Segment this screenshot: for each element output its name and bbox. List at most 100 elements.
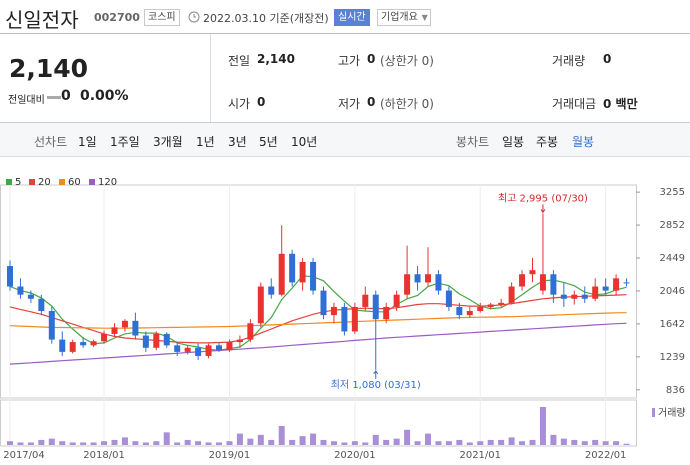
candle-body [17,286,24,295]
candle-body [445,290,452,307]
candle-body [414,274,421,283]
candle-body [330,306,337,316]
volume-bar [48,438,55,445]
candle-body [602,286,609,291]
volume-bar [90,442,97,445]
stock-code: 002700 [94,11,140,24]
volume-bar [581,441,588,445]
stat-label: 고가 [338,54,361,68]
stat-value: 0 [603,52,612,66]
period-tab[interactable]: 3개월 [153,135,183,149]
stat-label: 거래대금 [552,97,597,111]
period-tab[interactable]: 1주일 [110,135,140,149]
stat-label: 시가 [228,97,251,111]
x-tick-label: 2020/01 [334,450,376,461]
candle-tab[interactable]: 월봉 [572,135,595,149]
stat-value: 2,140 [257,52,295,66]
candle-body [550,274,557,295]
legend-label: 60 [68,177,81,188]
period-tab[interactable]: 3년 [228,135,247,149]
candle-body [121,320,128,328]
price: 2,140 [9,54,89,83]
volume-bar [560,438,567,445]
tab-bar [0,122,690,157]
volume-bar [132,441,139,445]
candle-body [404,274,411,295]
period-tab[interactable]: 10년 [291,135,318,149]
volume-bar [27,442,34,445]
volume-bar [602,441,609,445]
period-tab[interactable]: 1일 [78,135,97,149]
volume-bar [174,442,181,445]
candle-body [529,270,536,275]
volume-bar [257,434,264,445]
candle-body [320,290,327,316]
y-tick-label: 836 [666,385,685,396]
period-tab[interactable]: 1년 [196,135,215,149]
candle-body [581,294,588,299]
candle-body [623,282,630,284]
volume-bar [236,433,243,445]
moving-average-line [9,322,627,365]
arrow [540,204,546,214]
candle-body [477,306,484,312]
candle-body [101,333,108,342]
candle-body [59,339,66,352]
volume-bar [299,436,306,445]
candle-body [289,253,296,283]
candle-tab[interactable]: 일봉 [502,135,525,149]
candle-body [456,306,463,316]
realtime-button[interactable]: 실시간 [334,9,370,26]
flat-icon [47,96,61,99]
volume-bar [111,439,118,445]
moving-average-line [9,294,627,344]
candle-body [519,274,526,287]
y-tick-label: 2449 [660,253,685,264]
volume-bar [571,439,578,445]
chart: 836 1239 1642 2046 2449 2852 3255 2017/04 2018/0… [0,177,686,461]
moving-average-line [9,312,627,329]
candle-body [341,306,348,332]
y-tick-label: 2046 [660,286,685,297]
candle-body [310,261,317,291]
moving-average-line [9,275,627,351]
period-tab[interactable]: 5년 [259,135,278,149]
volume-bar [69,442,76,445]
volume-bar [425,433,431,445]
candle-body [351,306,358,332]
volume-bar [80,442,87,445]
x-tick-label: 2019/01 [209,450,251,461]
arrow [373,369,379,379]
legend-swatch [29,179,35,185]
candle-body [393,294,400,307]
candle-body [163,333,170,346]
company-button[interactable]: 기업개요 ▼ [377,9,431,26]
candle-body [592,286,599,299]
candle-body [435,274,442,291]
y-tick-label: 2852 [660,220,685,231]
x-tick-label: 2021/01 [459,450,501,461]
volume-bar [205,442,212,445]
volume-bar [330,441,337,445]
volume-bar [383,439,390,445]
x-tick-label: 2022/01 [585,450,627,461]
candle-tab[interactable]: 주봉 [536,135,559,149]
y-tick-label: 3255 [660,187,685,198]
stat-value: 0 [367,52,376,66]
candle-body [539,274,546,291]
volume-bar [341,442,348,445]
volume-bar [153,441,160,445]
volume-bar [456,439,463,445]
volume-bar [268,439,275,445]
volume-bar [247,438,254,445]
volume-bar [7,441,13,445]
candle-body [362,294,369,307]
volume-bar [372,434,379,445]
volume-bar [38,439,45,445]
candle-body [184,347,191,352]
volume-bar [278,426,285,445]
volume-bar [498,439,505,445]
change-label: 전일대비 [8,95,45,106]
candle-body [216,345,222,351]
